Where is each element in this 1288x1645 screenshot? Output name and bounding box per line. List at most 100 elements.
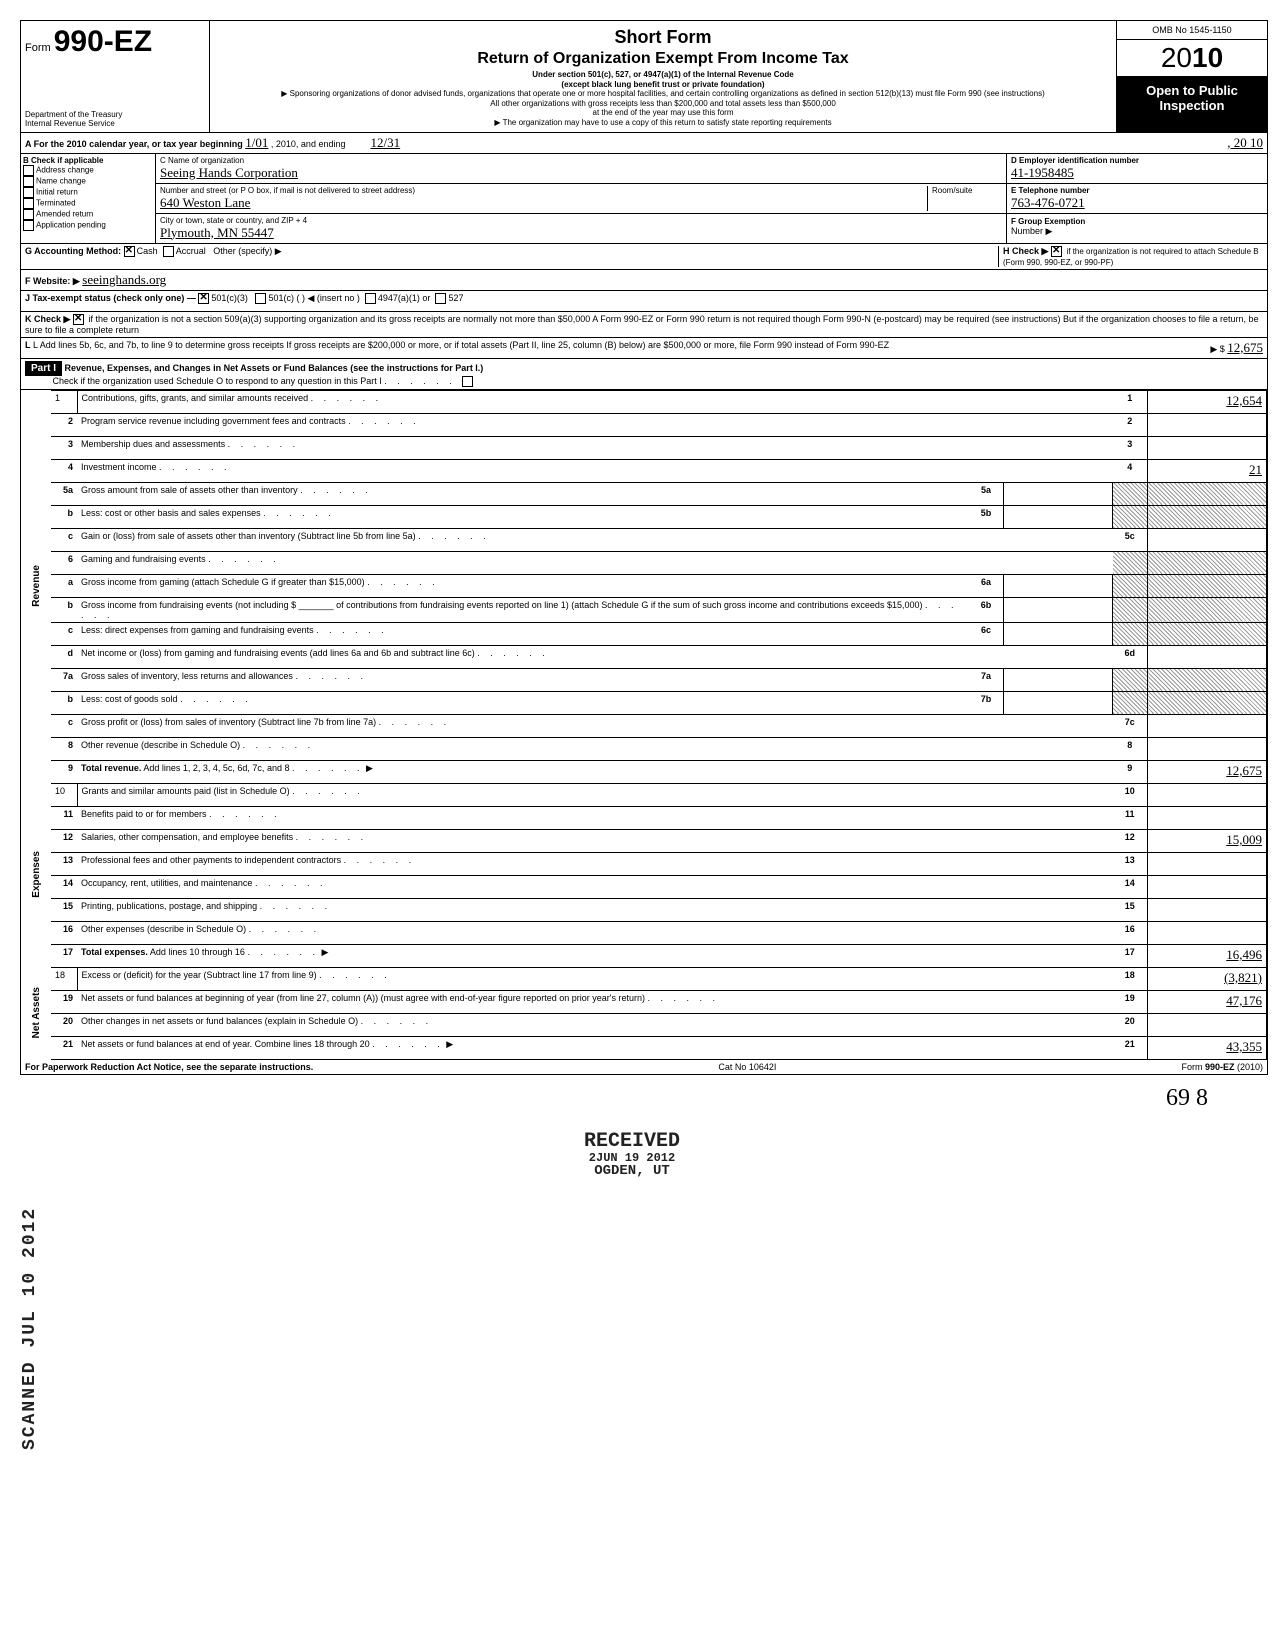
received-line2: 2JUN 19 2012 (584, 1152, 680, 1164)
line-amount[interactable] (1148, 737, 1267, 760)
line-amount[interactable] (1148, 783, 1267, 806)
e-row: E Telephone number 763-476-0721 (1007, 184, 1267, 214)
line-amount[interactable] (1148, 806, 1267, 829)
short-form-title: Short Form (220, 27, 1106, 48)
d-value[interactable]: 41-1958485 (1011, 165, 1074, 180)
side-label: Net Assets (21, 967, 51, 1059)
line-num-right: 19 (1113, 990, 1148, 1013)
line-amount[interactable]: 21 (1148, 459, 1267, 482)
table-row: 8Other revenue (describe in Schedule O) … (21, 737, 1267, 760)
inner-amount[interactable] (1004, 482, 1113, 505)
line-desc: Other expenses (describe in Schedule O) … (77, 921, 1113, 944)
b-item-1[interactable]: Name change (23, 176, 153, 187)
checkbox-527[interactable] (435, 293, 446, 304)
line-number: c (51, 528, 77, 551)
checkbox-icon[interactable] (23, 198, 34, 209)
inner-amount[interactable] (1004, 622, 1113, 645)
footer-left: For Paperwork Reduction Act Notice, see … (25, 1062, 313, 1072)
line-number: 13 (51, 852, 77, 875)
form-label: Form (25, 42, 51, 54)
dept-treasury: Department of the Treasury Internal Reve… (25, 110, 205, 128)
checkbox-k[interactable] (73, 314, 84, 325)
line-num-right: 12 (1113, 829, 1148, 852)
inner-amount[interactable] (1004, 668, 1113, 691)
line-amount[interactable] (1148, 528, 1267, 551)
b-item-5[interactable]: Application pending (23, 220, 153, 231)
inner-amount[interactable] (1004, 691, 1113, 714)
g-label: G Accounting Method: (25, 246, 121, 256)
checkbox-icon[interactable] (23, 176, 34, 187)
checkbox-501c[interactable] (255, 293, 266, 304)
checkbox-accrual[interactable] (163, 246, 174, 257)
website-value[interactable]: seeinghands.org (82, 272, 166, 287)
line-desc: Less: direct expenses from gaming and fu… (77, 622, 969, 645)
checkbox-4947[interactable] (365, 293, 376, 304)
b-item-0[interactable]: Address change (23, 165, 153, 176)
line-amount[interactable] (1148, 921, 1267, 944)
c-city-row: City or town, state or country, and ZIP … (156, 214, 1006, 243)
checkbox-icon[interactable] (23, 220, 34, 231)
c-city-value[interactable]: Plymouth, MN 55447 (160, 225, 274, 240)
line-amount[interactable] (1148, 645, 1267, 668)
a-end[interactable]: 12/31 (371, 135, 401, 150)
line-amount[interactable]: 12,654 (1148, 390, 1267, 413)
checkbox-icon[interactable] (23, 165, 34, 176)
checkbox-icon[interactable] (23, 209, 34, 220)
line-amount[interactable]: 15,009 (1148, 829, 1267, 852)
inner-amount[interactable] (1004, 574, 1113, 597)
line-amount[interactable]: (3,821) (1148, 967, 1267, 990)
line-amount[interactable] (1148, 714, 1267, 737)
row-a: A For the 2010 calendar year, or tax yea… (21, 133, 1267, 154)
line-desc: Program service revenue including govern… (77, 413, 1113, 436)
checkbox-h[interactable] (1051, 246, 1062, 257)
line-number: b (51, 691, 77, 714)
c-addr-value[interactable]: 640 Weston Lane (160, 195, 250, 210)
line-number: 2 (51, 413, 77, 436)
l-amount[interactable]: 12,675 (1227, 340, 1263, 355)
checkbox-501c3[interactable] (198, 293, 209, 304)
j-527: 527 (448, 293, 463, 303)
line-number: 3 (51, 436, 77, 459)
line-amount[interactable]: 43,355 (1148, 1036, 1267, 1059)
line-amount[interactable] (1148, 436, 1267, 459)
line-number: 12 (51, 829, 77, 852)
inner-num: 7a (969, 668, 1004, 691)
part1-check: Check if the organization used Schedule … (53, 376, 382, 386)
line-number: 14 (51, 875, 77, 898)
inner-num: 5b (969, 505, 1004, 528)
open-line2: Inspection (1119, 98, 1265, 113)
header-right: OMB No 1545-1150 2010 Open to Public Ins… (1116, 21, 1267, 132)
page-number: 69 8 (20, 1085, 1268, 1112)
inner-num: 6b (969, 597, 1004, 622)
table-row: aGross income from gaming (attach Schedu… (21, 574, 1267, 597)
j-label: J Tax-exempt status (check only one) — (25, 293, 196, 303)
e-value[interactable]: 763-476-0721 (1011, 195, 1085, 210)
line-number: 10 (51, 783, 77, 806)
b-item-2[interactable]: Initial return (23, 187, 153, 198)
checkbox-part1[interactable] (462, 376, 473, 387)
part1-title: Revenue, Expenses, and Changes in Net As… (65, 363, 484, 373)
col-b: B Check if applicable Address change Nam… (21, 154, 156, 243)
line-amount[interactable] (1148, 898, 1267, 921)
line-desc: Gain or (loss) from sale of assets other… (77, 528, 1113, 551)
line-amount[interactable]: 16,496 (1148, 944, 1267, 967)
open-line1: Open to Public (1119, 83, 1265, 98)
line-desc: Occupancy, rent, utilities, and maintena… (77, 875, 1113, 898)
table-row: bGross income from fundraising events (n… (21, 597, 1267, 622)
c-name-value[interactable]: Seeing Hands Corporation (160, 165, 298, 180)
checkbox-icon[interactable] (23, 187, 34, 198)
a-year[interactable]: , 20 10 (1227, 135, 1263, 151)
line-amount[interactable]: 47,176 (1148, 990, 1267, 1013)
line-amount[interactable] (1148, 875, 1267, 898)
inner-amount[interactable] (1004, 505, 1113, 528)
b-item-3[interactable]: Terminated (23, 198, 153, 209)
line-amount[interactable] (1148, 413, 1267, 436)
line-amount[interactable] (1148, 1013, 1267, 1036)
line-amount[interactable]: 12,675 (1148, 760, 1267, 783)
b-item-4[interactable]: Amended return (23, 209, 153, 220)
inner-amount[interactable] (1004, 597, 1113, 622)
line-amount[interactable] (1148, 852, 1267, 875)
a-begin[interactable]: 1/01 (245, 135, 268, 150)
line-num-right: 6d (1113, 645, 1148, 668)
checkbox-cash[interactable] (124, 246, 135, 257)
